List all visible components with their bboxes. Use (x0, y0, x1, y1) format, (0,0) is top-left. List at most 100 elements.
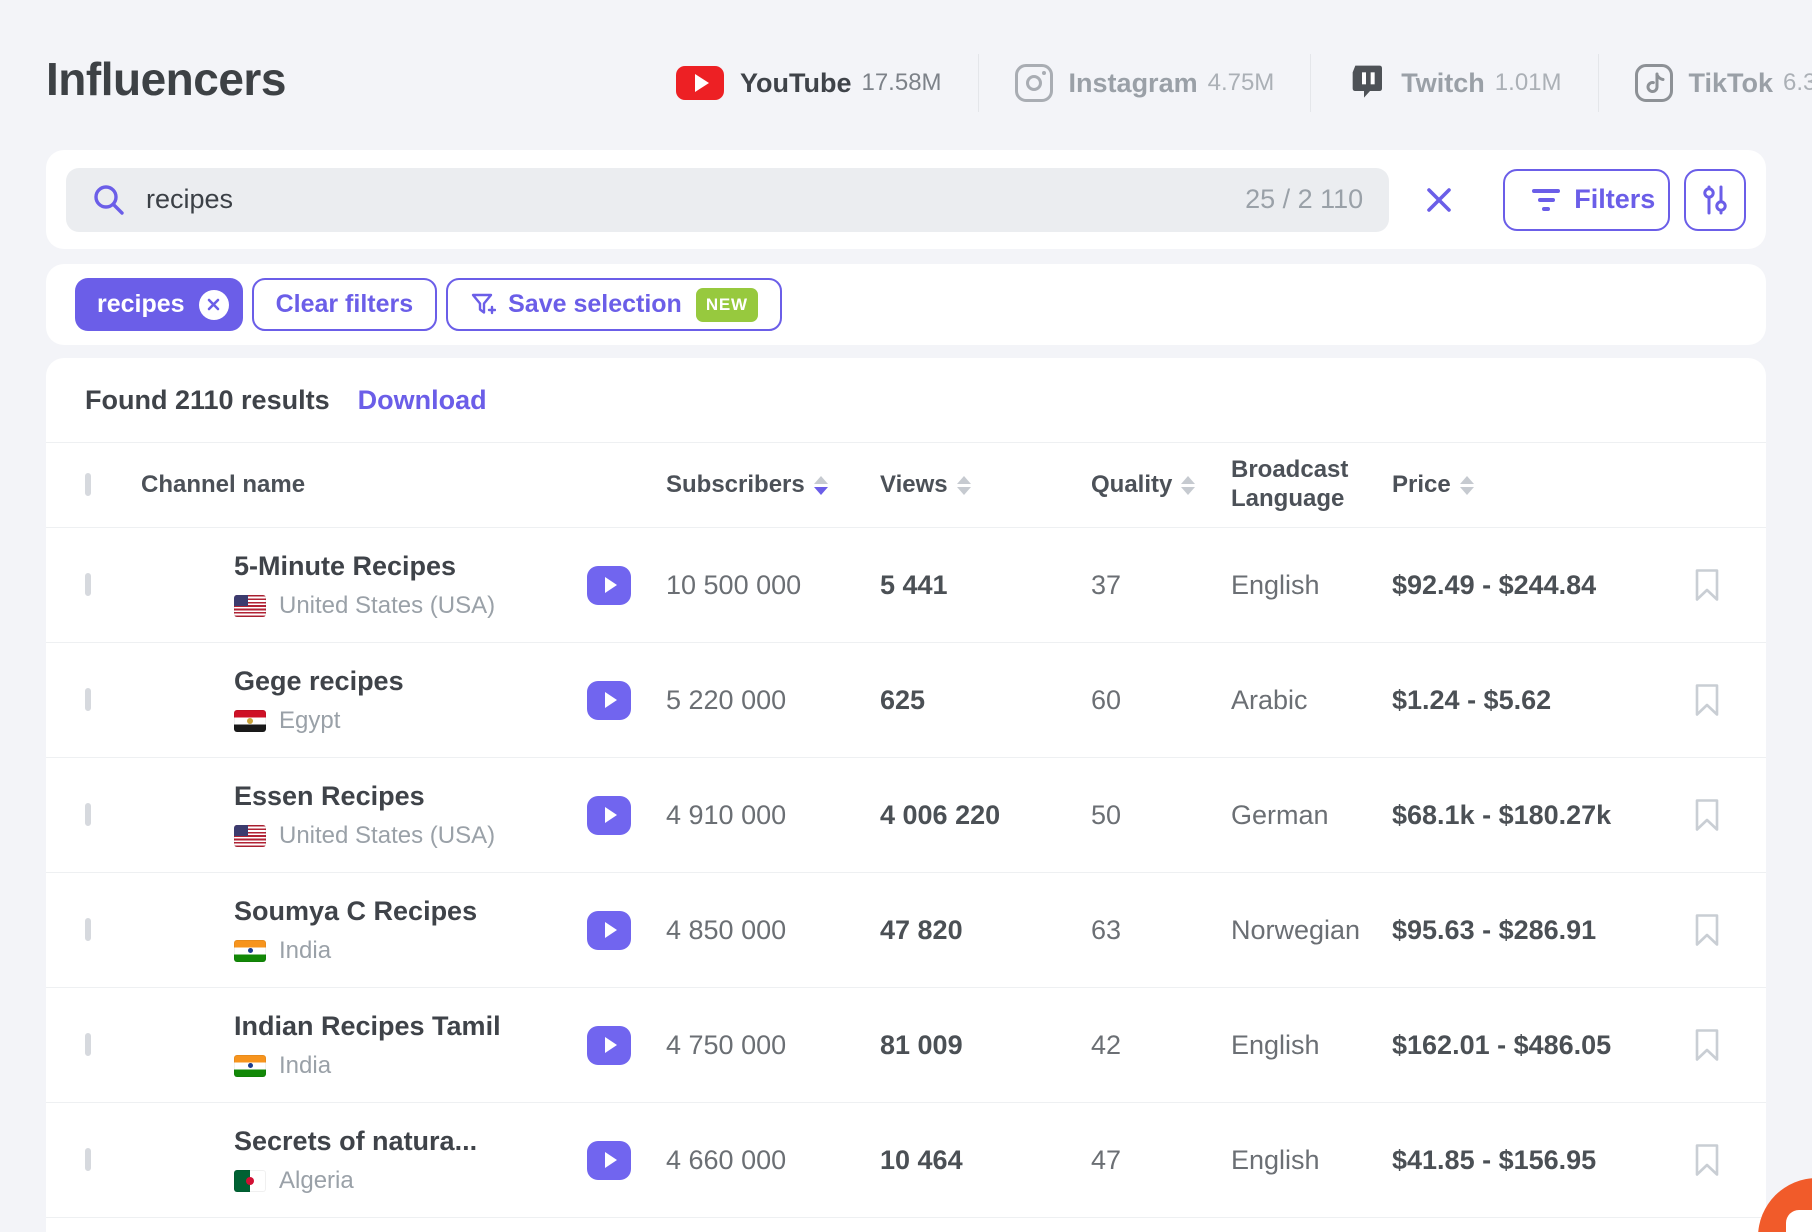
bookmark-icon (1695, 799, 1719, 831)
filters-label: Filters (1574, 184, 1656, 214)
row-checkbox[interactable] (85, 573, 91, 596)
column-header-views[interactable]: Views (880, 471, 1091, 499)
sort-icon-price[interactable] (1459, 475, 1474, 495)
price-value: $68.1k - $180.27k (1392, 799, 1612, 830)
search-box: 25 / 2 110 (66, 167, 1390, 232)
bookmark-icon (1695, 1029, 1719, 1061)
download-link[interactable]: Download (357, 384, 487, 415)
search-icon (92, 183, 126, 217)
column-header-language: Broadcast Language (1231, 456, 1392, 514)
clear-search-icon[interactable] (1421, 182, 1457, 218)
chat-widget-button[interactable] (1758, 1178, 1812, 1232)
quality-value: 63 (1091, 914, 1122, 945)
channel-cell: Gege recipes Egypt (234, 666, 544, 735)
table-row[interactable]: Gege recipes Egypt 5 220 000 625 60 Arab… (46, 643, 1766, 758)
table-row[interactable]: Secrets of natura... Algeria 4 660 000 1… (46, 1103, 1766, 1218)
subscribers-header-label: Subscribers (666, 471, 805, 498)
remove-filter-icon[interactable] (198, 289, 229, 320)
table-body: 5-Minute Recipes United States (USA) 10 … (46, 528, 1766, 1218)
tab-twitch[interactable]: Twitch 1.01M (1311, 63, 1597, 103)
platform-label: Twitch (1401, 67, 1485, 98)
row-checkbox[interactable] (85, 1033, 91, 1056)
results-summary-row: Found 2110 results Download (46, 358, 1766, 443)
table-row[interactable]: Indian Recipes Tamil India 4 750 000 81 … (46, 988, 1766, 1103)
views-value: 625 (880, 684, 926, 715)
row-checkbox[interactable] (85, 688, 91, 711)
filter-chip-recipes[interactable]: recipes (75, 278, 243, 331)
bookmark-button[interactable] (1694, 913, 1720, 947)
bookmark-button[interactable] (1694, 683, 1720, 717)
settings-sliders-button[interactable] (1684, 168, 1746, 231)
tab-instagram[interactable]: Instagram 4.75M (979, 64, 1311, 102)
save-selection-button[interactable]: Save selection NEW (446, 278, 782, 331)
select-all-checkbox[interactable] (85, 473, 91, 496)
tiktok-icon (1634, 64, 1673, 102)
channel-name[interactable]: Essen Recipes (234, 780, 425, 811)
country-flag (234, 824, 266, 847)
channel-name[interactable]: Soumya C Recipes (234, 895, 478, 926)
subscribers-value: 4 750 000 (666, 1029, 787, 1060)
column-header-price[interactable]: Price (1392, 471, 1632, 499)
table-row[interactable]: 5-Minute Recipes United States (USA) 10 … (46, 528, 1766, 643)
tab-youtube[interactable]: YouTube 17.58M (640, 66, 978, 100)
chat-smile-icon (1786, 1210, 1812, 1232)
country-name: United States (USA) (279, 821, 496, 849)
filters-button[interactable]: Filters (1503, 168, 1671, 231)
sort-icon-quality[interactable] (1181, 475, 1196, 495)
bookmark-icon (1695, 569, 1719, 601)
tab-tiktok[interactable]: TikTok 6.31M (1599, 64, 1812, 102)
price-value: $1.24 - $5.62 (1392, 684, 1552, 715)
youtube-play-button[interactable] (587, 795, 631, 835)
bookmark-button[interactable] (1694, 1143, 1720, 1177)
country-flag (234, 939, 266, 962)
youtube-play-button[interactable] (587, 910, 631, 950)
channel-cell: Secrets of natura... Algeria (234, 1126, 544, 1195)
youtube-play-button[interactable] (587, 565, 631, 605)
divider (1597, 54, 1599, 112)
sort-icon-subscribers[interactable] (813, 475, 828, 495)
column-header-subscribers[interactable]: Subscribers (666, 471, 880, 499)
clear-filters-label: Clear filters (275, 290, 414, 318)
youtube-play-button[interactable] (587, 1140, 631, 1180)
row-checkbox[interactable] (85, 1148, 91, 1171)
search-card: 25 / 2 110 Filters (46, 150, 1766, 249)
bookmark-button[interactable] (1694, 1028, 1720, 1062)
quality-value: 50 (1091, 799, 1122, 830)
table-row[interactable]: Essen Recipes United States (USA) 4 910 … (46, 758, 1766, 873)
bookmark-button[interactable] (1694, 798, 1720, 832)
bookmark-button[interactable] (1694, 568, 1720, 602)
quality-value: 47 (1091, 1144, 1122, 1175)
row-checkbox[interactable] (85, 803, 91, 826)
platform-label: TikTok (1688, 67, 1774, 98)
youtube-play-button[interactable] (587, 680, 631, 720)
language-value: German (1231, 799, 1329, 830)
youtube-icon (676, 66, 724, 100)
channel-name[interactable]: 5-Minute Recipes (234, 550, 457, 581)
price-value: $41.85 - $156.95 (1392, 1144, 1597, 1175)
quality-value: 37 (1091, 569, 1122, 600)
search-input[interactable] (146, 184, 1230, 215)
country-line: Egypt (234, 707, 544, 735)
channel-cell: Essen Recipes United States (USA) (234, 781, 544, 850)
sort-icon-views[interactable] (956, 475, 971, 495)
funnel-plus-icon (470, 292, 497, 318)
table-row[interactable]: Soumya C Recipes India 4 850 000 47 820 … (46, 873, 1766, 988)
subscribers-value: 4 910 000 (666, 799, 787, 830)
column-header-channel[interactable]: Channel name (141, 471, 306, 498)
clear-filters-button[interactable]: Clear filters (251, 278, 438, 331)
country-name: India (279, 1051, 332, 1079)
column-header-quality[interactable]: Quality (1091, 471, 1231, 499)
subscribers-value: 5 220 000 (666, 684, 787, 715)
platform-label: YouTube (740, 67, 852, 98)
save-selection-label: Save selection (508, 290, 682, 318)
youtube-play-button[interactable] (587, 1025, 631, 1065)
twitch-icon (1347, 63, 1385, 103)
platform-count: 17.58M (861, 69, 942, 96)
country-line: India (234, 937, 544, 965)
views-value: 47 820 (880, 914, 963, 945)
channel-name[interactable]: Gege recipes (234, 665, 404, 696)
channel-name[interactable]: Indian Recipes Tamil (234, 1010, 501, 1041)
platform-label: Instagram (1068, 67, 1198, 98)
row-checkbox[interactable] (85, 918, 91, 941)
channel-name[interactable]: Secrets of natura... (234, 1125, 478, 1156)
